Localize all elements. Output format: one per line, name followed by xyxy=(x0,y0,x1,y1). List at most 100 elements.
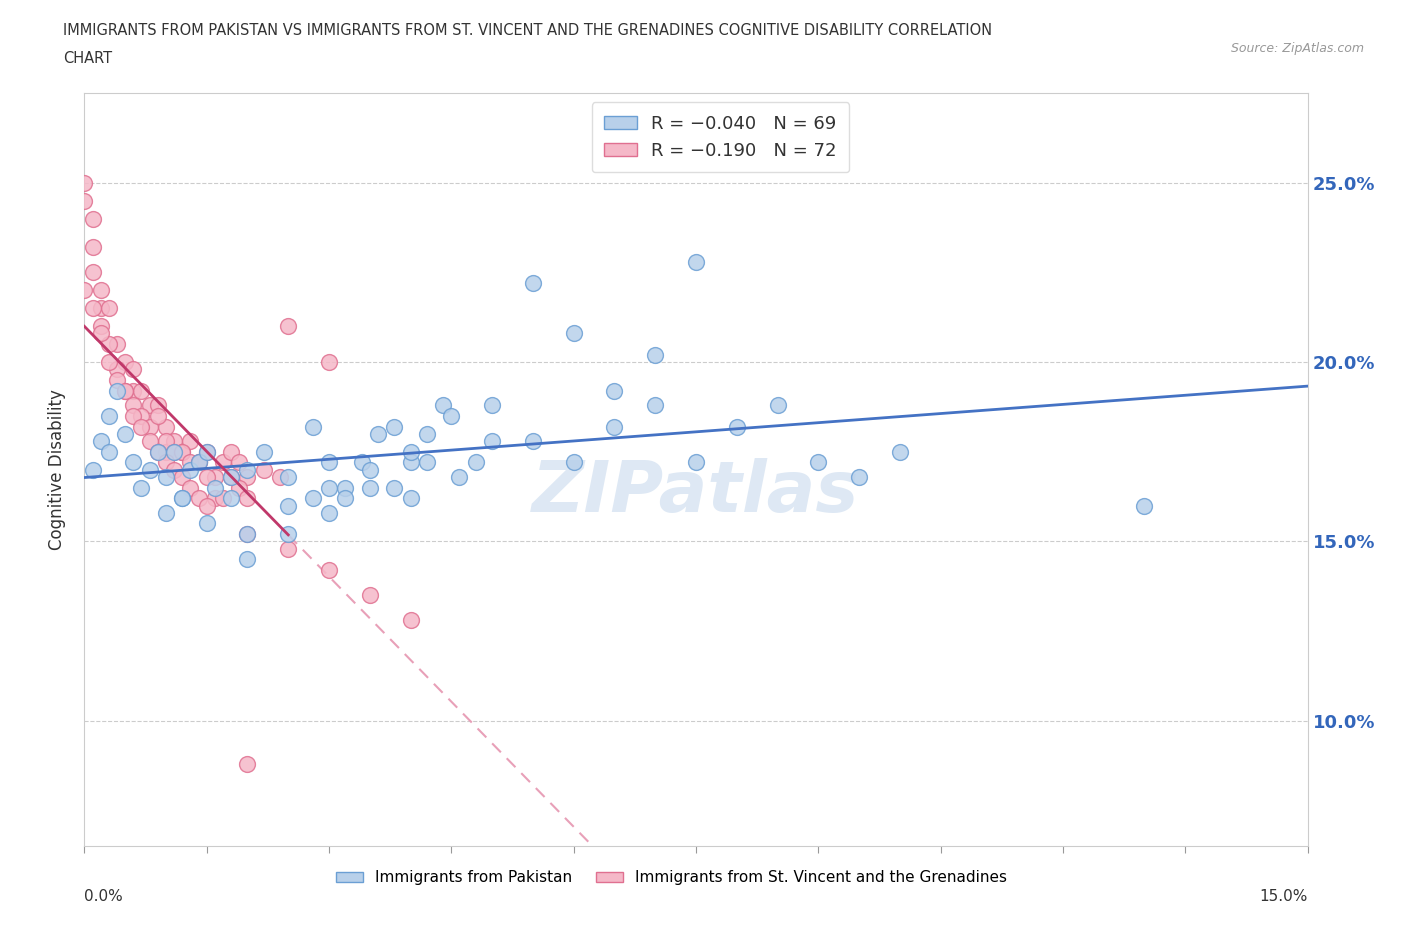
Point xyxy=(97,445,120,459)
Point xyxy=(481,433,503,448)
Point xyxy=(138,398,160,413)
Point xyxy=(97,354,120,369)
Point xyxy=(187,455,209,470)
Point xyxy=(603,419,626,434)
Point xyxy=(155,419,177,434)
Point xyxy=(685,254,707,269)
Point xyxy=(889,445,911,459)
Point xyxy=(105,337,128,352)
Point xyxy=(228,480,250,495)
Point xyxy=(416,455,439,470)
Point xyxy=(195,498,218,513)
Point xyxy=(212,455,235,470)
Point xyxy=(82,462,104,477)
Point xyxy=(399,491,422,506)
Point xyxy=(155,445,177,459)
Point xyxy=(301,491,323,506)
Point xyxy=(114,426,136,441)
Point xyxy=(195,516,218,531)
Point xyxy=(277,319,299,334)
Point xyxy=(179,480,201,495)
Point xyxy=(146,398,169,413)
Point xyxy=(195,470,218,485)
Point xyxy=(562,455,585,470)
Point xyxy=(82,265,104,280)
Point xyxy=(122,362,145,377)
Point xyxy=(416,426,439,441)
Point xyxy=(236,526,259,541)
Point xyxy=(644,398,666,413)
Point xyxy=(318,505,340,520)
Point xyxy=(195,445,218,459)
Point xyxy=(603,383,626,398)
Point xyxy=(82,211,104,226)
Point xyxy=(481,398,503,413)
Point xyxy=(90,326,112,340)
Point xyxy=(105,362,128,377)
Point xyxy=(1133,498,1156,513)
Point xyxy=(725,419,748,434)
Point xyxy=(172,491,194,506)
Point xyxy=(219,445,242,459)
Point xyxy=(204,491,226,506)
Point xyxy=(335,480,357,495)
Point xyxy=(432,398,454,413)
Point xyxy=(382,480,405,495)
Point xyxy=(236,462,259,477)
Point xyxy=(73,175,96,190)
Point xyxy=(187,455,209,470)
Text: Source: ZipAtlas.com: Source: ZipAtlas.com xyxy=(1230,42,1364,55)
Point xyxy=(219,470,242,485)
Point xyxy=(318,480,340,495)
Point xyxy=(236,756,259,771)
Point xyxy=(105,373,128,388)
Point xyxy=(187,491,209,506)
Point xyxy=(122,408,145,423)
Point xyxy=(172,491,194,506)
Point xyxy=(97,300,120,315)
Point xyxy=(318,563,340,578)
Point xyxy=(236,470,259,485)
Point xyxy=(131,480,153,495)
Point xyxy=(97,408,120,423)
Point xyxy=(122,455,145,470)
Text: CHART: CHART xyxy=(63,51,112,66)
Point xyxy=(172,470,194,485)
Point xyxy=(73,193,96,208)
Point xyxy=(236,526,259,541)
Point xyxy=(114,383,136,398)
Point xyxy=(464,455,486,470)
Point xyxy=(105,383,128,398)
Point xyxy=(90,300,112,315)
Point xyxy=(228,455,250,470)
Point xyxy=(114,383,136,398)
Point xyxy=(277,498,299,513)
Point xyxy=(90,319,112,334)
Text: 0.0%: 0.0% xyxy=(84,889,124,904)
Point xyxy=(146,408,169,423)
Point xyxy=(146,445,169,459)
Point xyxy=(163,445,186,459)
Point xyxy=(359,588,381,603)
Point xyxy=(163,462,186,477)
Point xyxy=(90,433,112,448)
Point xyxy=(82,300,104,315)
Point xyxy=(562,326,585,340)
Point xyxy=(122,398,145,413)
Point xyxy=(277,470,299,485)
Point xyxy=(219,491,242,506)
Point xyxy=(90,283,112,298)
Point xyxy=(522,433,544,448)
Point xyxy=(269,470,291,485)
Point xyxy=(138,419,160,434)
Point xyxy=(253,445,276,459)
Point xyxy=(82,240,104,255)
Point xyxy=(146,445,169,459)
Point xyxy=(163,433,186,448)
Point xyxy=(399,613,422,628)
Text: ZIPatlas: ZIPatlas xyxy=(533,458,859,526)
Point xyxy=(277,526,299,541)
Text: 15.0%: 15.0% xyxy=(1260,889,1308,904)
Point xyxy=(131,408,153,423)
Point xyxy=(359,480,381,495)
